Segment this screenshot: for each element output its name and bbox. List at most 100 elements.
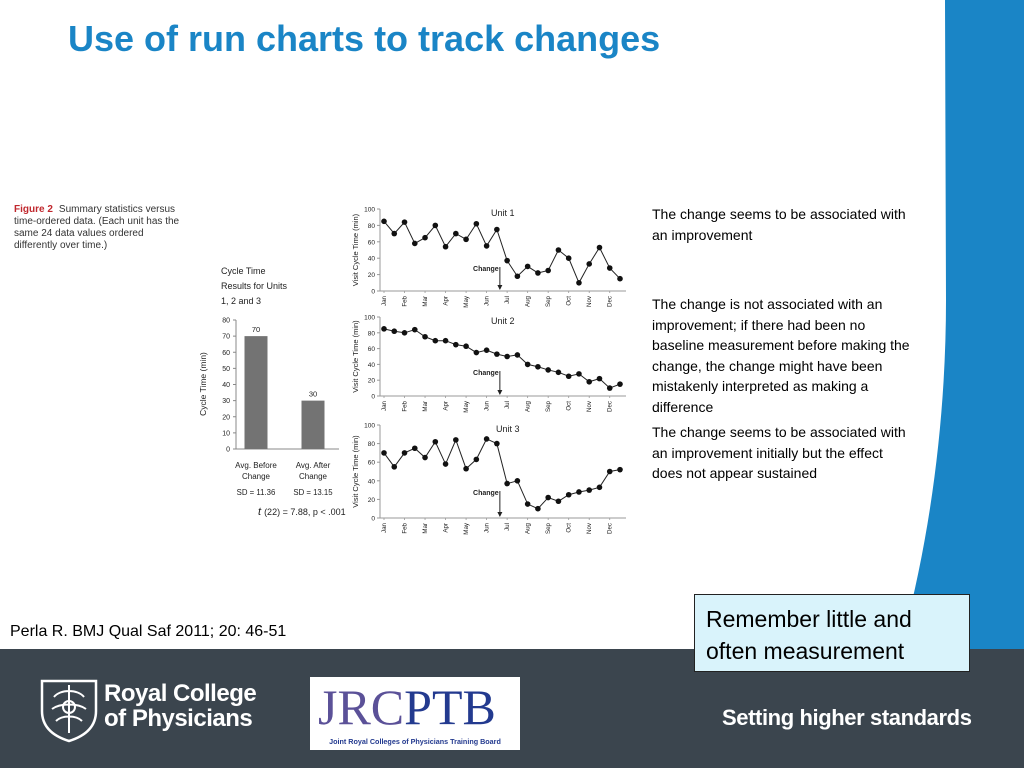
run-chart-y-tick-label: 0: [371, 516, 375, 523]
run-chart-point: [617, 381, 623, 387]
bar-chart-title-line-1: Cycle Time: [221, 266, 266, 276]
run-chart-month-label: Aug: [525, 400, 532, 412]
run-chart-month-label: Dec: [607, 523, 614, 534]
run-chart-month-label: Apr: [443, 523, 450, 533]
bar-chart-summary: Cycle Time Results for Units 1, 2 and 3 …: [198, 266, 346, 518]
run-chart-month-label: Apr: [443, 296, 450, 306]
bar-chart-y-tick-label: 70: [222, 334, 230, 341]
run-chart-point: [545, 267, 551, 274]
bar-chart-y-tick-label: 0: [226, 447, 230, 454]
run-chart-point: [453, 230, 459, 237]
run-chart-point: [494, 226, 500, 233]
run-chart-point: [514, 352, 521, 358]
bar-sd-label: SD = 11.36: [237, 488, 276, 497]
run-chart-title: Unit 2: [491, 316, 515, 326]
bar-chart-stat-label: t (22) = 7.88, p < .001: [258, 506, 346, 518]
run-chart-point: [576, 371, 582, 377]
run-chart-month-label: Jan: [381, 522, 388, 533]
run-chart-point: [576, 280, 582, 286]
run-chart-y-tick-label: 20: [368, 378, 376, 385]
run-chart-point: [411, 240, 418, 247]
run-chart-change-label: Change: [473, 266, 499, 273]
run-chart-point: [576, 489, 582, 495]
run-chart-point: [586, 261, 593, 267]
run-chart-point: [514, 273, 521, 280]
bar-chart-y-tick-label: 30: [222, 398, 230, 405]
run-chart-point: [422, 234, 428, 241]
bar-category-label: Change: [242, 472, 271, 481]
jrcptb-logo-subtitle: Joint Royal Colleges of Physicians Train…: [329, 737, 501, 746]
run-chart-point: [596, 375, 603, 382]
run-chart-point: [483, 436, 490, 442]
jrcptb-logo: JRCPTB Joint Royal Colleges of Physician…: [310, 677, 520, 750]
bar-sd-label: SD = 13.15: [293, 488, 333, 497]
run-chart-month-label: Mar: [422, 523, 429, 534]
bar-chart-title-line-3: 1, 2 and 3: [221, 296, 261, 306]
run-chart-point: [442, 337, 449, 344]
bar-chart-y-tick-label: 50: [222, 366, 230, 373]
run-chart-point: [545, 367, 551, 373]
run-chart-point: [391, 328, 398, 335]
run-chart-point: [535, 505, 541, 512]
run-chart-point: [411, 445, 418, 452]
run-chart-point: [411, 326, 418, 333]
jrcptb-logo-letters: JRCPTB: [318, 679, 496, 735]
bar-category-label: Avg. After: [296, 461, 331, 470]
run-chart-month-label: Dec: [607, 296, 614, 307]
run-chart-point: [442, 461, 449, 467]
footer-tagline: Setting higher standards: [722, 705, 972, 730]
bar-category-label: Change: [299, 472, 328, 481]
run-chart-point: [617, 466, 623, 473]
run-chart-point: [391, 230, 398, 237]
run-chart-month-label: Aug: [525, 522, 532, 534]
run-chart-change-label: Change: [473, 490, 499, 497]
run-chart-point: [422, 333, 428, 340]
run-chart-point: [596, 244, 603, 251]
run-chart-month-label: Sep: [545, 295, 552, 307]
rcp-line-1: Royal College: [104, 680, 257, 707]
run-chart-month-label: May: [463, 522, 470, 535]
run-chart-point: [494, 351, 500, 357]
run-chart-point: [494, 440, 500, 447]
annotation-unit-2: The change is not associated with an imp…: [652, 296, 910, 415]
annotation-unit-3: The change seems to be associated with a…: [652, 424, 906, 481]
run-chart-point: [565, 373, 572, 380]
run-chart-month-label: Mar: [422, 401, 429, 412]
run-chart-point: [586, 487, 593, 493]
run-chart-point: [524, 501, 531, 507]
run-chart-month-label: May: [463, 400, 470, 413]
run-chart-point: [565, 255, 572, 261]
run-chart-ylabel: Visit Cycle Time (min): [351, 213, 360, 286]
bar-chart-title-line-2: Results for Units: [221, 281, 288, 291]
run-chart-point: [596, 484, 603, 491]
run-chart-point: [586, 378, 593, 385]
run-chart-point: [535, 270, 541, 276]
run-chart-month-label: May: [463, 295, 470, 308]
run-chart-month-label: Nov: [586, 400, 593, 412]
run-chart-y-tick-label: 40: [368, 256, 376, 263]
run-chart-change-label: Change: [473, 370, 499, 377]
run-chart-unit-3: Visit Cycle Time (min) 0 20 40 60 80 100 Unit 3…: [351, 423, 626, 535]
run-chart-change-arrowhead: [497, 512, 503, 517]
bar-1: [244, 336, 268, 449]
run-chart-point: [617, 275, 623, 282]
run-chart-point: [535, 363, 541, 370]
run-chart-point: [606, 385, 613, 391]
run-chart-y-tick-label: 40: [368, 362, 376, 369]
bar-chart-y-tick-label: 20: [222, 414, 230, 421]
run-chart-y-tick-label: 20: [368, 272, 376, 279]
run-chart-y-tick-label: 60: [368, 239, 376, 246]
run-chart-month-label: Aug: [525, 295, 532, 307]
run-chart-point: [504, 353, 510, 360]
run-chart-y-tick-label: 80: [368, 441, 376, 448]
run-chart-y-tick-label: 0: [371, 394, 375, 401]
annotation-unit-1: The change seems to be associated with a…: [652, 206, 906, 243]
run-chart-series-line: [383, 328, 621, 389]
run-chart-y-tick-label: 80: [368, 223, 376, 230]
run-chart-point: [524, 263, 531, 270]
run-chart-point: [422, 454, 428, 461]
run-chart-point: [555, 369, 562, 376]
run-chart-title: Unit 3: [496, 424, 520, 434]
rcp-crest-icon: [40, 679, 98, 743]
